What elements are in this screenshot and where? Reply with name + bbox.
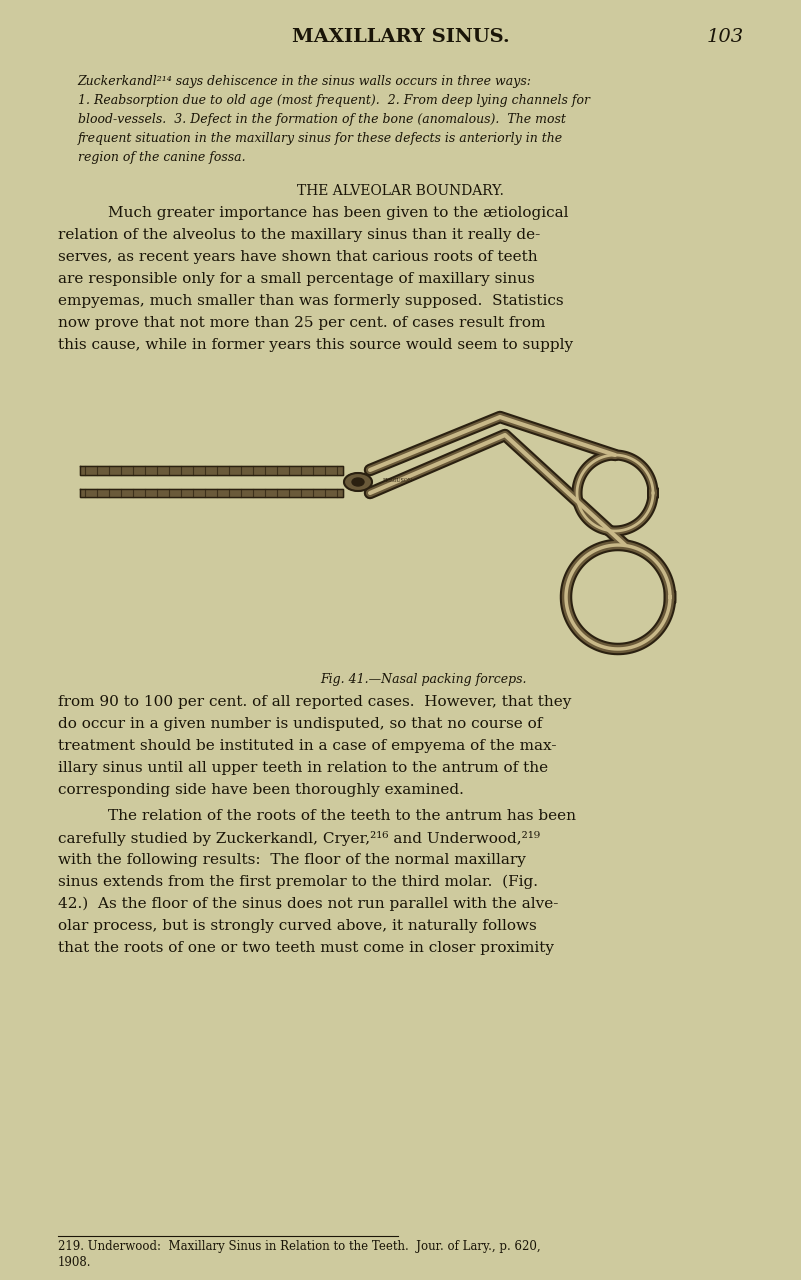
Text: 42.)  As the floor of the sinus does not run parallel with the alve-: 42.) As the floor of the sinus does not …: [58, 897, 558, 911]
Text: serves, as recent years have shown that carious roots of teeth: serves, as recent years have shown that …: [58, 250, 537, 264]
Text: carefully studied by Zuckerkandl, Cryer,²¹⁶ and Underwood,²¹⁹: carefully studied by Zuckerkandl, Cryer,…: [58, 831, 540, 846]
Text: Much greater importance has been given to the ætiological: Much greater importance has been given t…: [108, 206, 569, 220]
Text: 1908.: 1908.: [58, 1256, 91, 1268]
Text: empyemas, much smaller than was formerly supposed.  Statistics: empyemas, much smaller than was formerly…: [58, 294, 563, 308]
Text: that the roots of one or two teeth must come in closer proximity: that the roots of one or two teeth must …: [58, 941, 553, 955]
Text: relation of the alveolus to the maxillary sinus than it really de-: relation of the alveolus to the maxillar…: [58, 228, 540, 242]
Polygon shape: [80, 466, 343, 475]
Text: are responsible only for a small percentage of maxillary sinus: are responsible only for a small percent…: [58, 271, 534, 285]
Text: illary sinus until all upper teeth in relation to the antrum of the: illary sinus until all upper teeth in re…: [58, 762, 548, 774]
Text: 1. Reabsorption due to old age (most frequent).  2. From deep lying channels for: 1. Reabsorption due to old age (most fre…: [78, 93, 590, 108]
Text: FERGUSON: FERGUSON: [383, 477, 413, 483]
Text: THE ALVEOLAR BOUNDARY.: THE ALVEOLAR BOUNDARY.: [297, 184, 504, 198]
Text: now prove that not more than 25 per cent. of cases result from: now prove that not more than 25 per cent…: [58, 316, 545, 330]
Text: blood-vessels.  3. Defect in the formation of the bone (anomalous).  The most: blood-vessels. 3. Defect in the formatio…: [78, 113, 566, 125]
Text: 103: 103: [706, 28, 743, 46]
Ellipse shape: [352, 477, 364, 486]
Text: sinus extends from the first premolar to the third molar.  (Fig.: sinus extends from the first premolar to…: [58, 876, 537, 890]
Text: from 90 to 100 per cent. of all reported cases.  However, that they: from 90 to 100 per cent. of all reported…: [58, 695, 571, 709]
Text: corresponding side have been thoroughly examined.: corresponding side have been thoroughly …: [58, 783, 464, 797]
Text: do occur in a given number is undisputed, so that no course of: do occur in a given number is undisputed…: [58, 717, 542, 731]
Text: this cause, while in former years this source would seem to supply: this cause, while in former years this s…: [58, 338, 573, 352]
Text: with the following results:  The floor of the normal maxillary: with the following results: The floor of…: [58, 852, 525, 867]
Text: frequent situation in the maxillary sinus for these defects is anteriorly in the: frequent situation in the maxillary sinu…: [78, 132, 563, 145]
Text: Zuckerkandl²¹⁴ says dehiscence in the sinus walls occurs in three ways:: Zuckerkandl²¹⁴ says dehiscence in the si…: [78, 76, 532, 88]
Text: 219. Underwood:  Maxillary Sinus in Relation to the Teeth.  Jour. of Lary., p. 6: 219. Underwood: Maxillary Sinus in Relat…: [58, 1240, 541, 1253]
Text: region of the canine fossa.: region of the canine fossa.: [78, 151, 245, 164]
Text: treatment should be instituted in a case of empyema of the max-: treatment should be instituted in a case…: [58, 739, 556, 753]
Text: MAXILLARY SINUS.: MAXILLARY SINUS.: [292, 28, 509, 46]
Text: The relation of the roots of the teeth to the antrum has been: The relation of the roots of the teeth t…: [108, 809, 576, 823]
Text: Fig. 41.—Nasal packing forceps.: Fig. 41.—Nasal packing forceps.: [320, 673, 527, 686]
Text: olar process, but is strongly curved above, it naturally follows: olar process, but is strongly curved abo…: [58, 919, 537, 933]
Polygon shape: [80, 489, 343, 497]
Ellipse shape: [344, 474, 372, 492]
